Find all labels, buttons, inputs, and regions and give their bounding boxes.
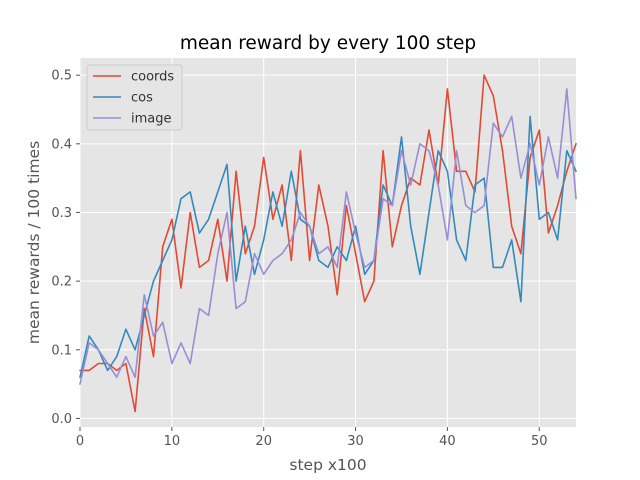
chart-title: mean reward by every 100 step — [180, 33, 476, 54]
legend: coords cos image — [86, 64, 183, 131]
series-layer — [79, 74, 577, 413]
series-line-image — [79, 88, 577, 385]
x-tick-label: 20 — [255, 434, 272, 449]
x-tick-label: 0 — [76, 434, 84, 449]
x-tick-label: 10 — [164, 434, 181, 449]
legend-label-image: image — [131, 112, 172, 127]
y-tick-label: 0.4 — [51, 137, 72, 152]
y-tick-label: 0.1 — [51, 343, 72, 358]
y-tick-label: 0.3 — [51, 206, 72, 221]
x-tick-label: 40 — [439, 434, 456, 449]
y-axis-label: mean rewards / 100 times — [25, 141, 43, 344]
y-tick-label: 0.5 — [51, 69, 72, 84]
x-axis-label: step x100 — [289, 456, 366, 474]
axis-ticks: 0 10 20 30 40 50 0.0 0.1 0.2 0.3 0.4 0.5 — [51, 69, 547, 449]
x-tick-label: 30 — [347, 434, 364, 449]
y-tick-label: 0.0 — [51, 412, 72, 427]
legend-label-cos: cos — [131, 91, 153, 106]
x-tick-label: 50 — [531, 434, 548, 449]
legend-box — [86, 64, 183, 131]
legend-label-coords: coords — [131, 70, 174, 85]
y-tick-label: 0.2 — [51, 275, 72, 290]
series-line-coords — [79, 74, 577, 413]
series-line-cos — [79, 115, 577, 379]
